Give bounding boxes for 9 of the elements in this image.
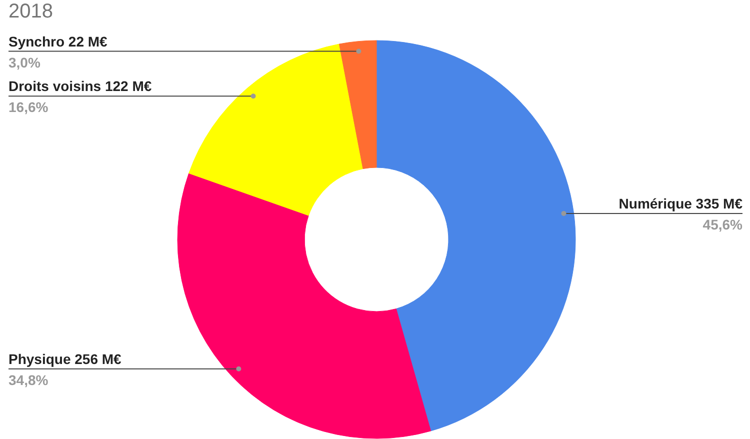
slice-label: Droits voisins 122 M€ [8,78,152,94]
slice-label: Physique 256 M€ [8,350,122,367]
chart-title: 2018 [8,0,53,22]
data-label: 3,0% [8,54,41,70]
data-label: 34,8% [8,372,49,388]
slice-label: Synchro 22 M€ [8,33,108,50]
data-label: 45,6% [702,216,744,232]
data-label: 16,6% [8,99,49,116]
slice-label: Numérique 335 M€ [618,195,743,212]
